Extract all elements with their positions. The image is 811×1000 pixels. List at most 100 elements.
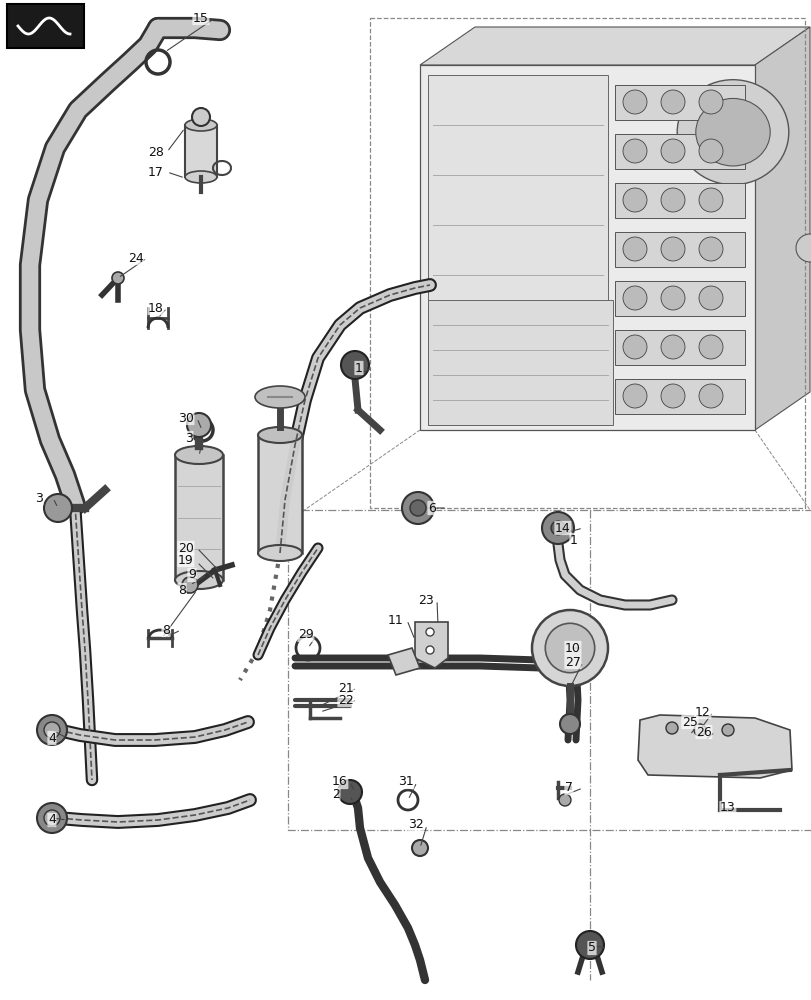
Text: 16: 16 <box>332 775 347 788</box>
Circle shape <box>575 931 603 959</box>
Text: 4: 4 <box>48 732 56 744</box>
Bar <box>614 330 744 365</box>
Ellipse shape <box>175 446 223 464</box>
Circle shape <box>660 237 684 261</box>
Text: 20: 20 <box>178 542 194 554</box>
Bar <box>427 300 612 425</box>
Text: 15: 15 <box>193 12 208 25</box>
Text: 3: 3 <box>185 432 193 444</box>
Circle shape <box>622 90 646 114</box>
Circle shape <box>410 500 426 516</box>
Bar <box>175 455 223 580</box>
Text: 5: 5 <box>587 941 595 954</box>
Circle shape <box>337 780 362 804</box>
Circle shape <box>622 384 646 408</box>
Text: 31: 31 <box>397 775 414 788</box>
Text: 24: 24 <box>128 251 144 264</box>
Text: 10: 10 <box>564 642 580 654</box>
Ellipse shape <box>676 80 787 185</box>
Bar <box>614 85 744 120</box>
Circle shape <box>560 714 579 734</box>
Circle shape <box>660 286 684 310</box>
Ellipse shape <box>795 234 811 262</box>
Circle shape <box>698 90 722 114</box>
Circle shape <box>37 715 67 745</box>
Text: 23: 23 <box>418 593 433 606</box>
Text: 13: 13 <box>719 801 735 814</box>
Circle shape <box>558 794 570 806</box>
Circle shape <box>191 108 210 126</box>
Text: 26: 26 <box>695 726 711 738</box>
Circle shape <box>411 840 427 856</box>
Bar <box>614 134 744 169</box>
Circle shape <box>551 521 564 535</box>
Text: 21: 21 <box>337 682 354 694</box>
Circle shape <box>665 722 677 734</box>
Bar <box>258 435 302 553</box>
Polygon shape <box>754 27 809 430</box>
Circle shape <box>622 335 646 359</box>
Ellipse shape <box>695 98 770 166</box>
Polygon shape <box>419 27 809 65</box>
Polygon shape <box>419 65 754 430</box>
Circle shape <box>698 139 722 163</box>
Circle shape <box>622 139 646 163</box>
Circle shape <box>426 646 433 654</box>
Circle shape <box>698 188 722 212</box>
Text: 14: 14 <box>554 522 570 534</box>
Circle shape <box>721 724 733 736</box>
Bar <box>614 183 744 218</box>
Circle shape <box>187 413 211 437</box>
Text: 27: 27 <box>564 656 580 668</box>
Text: 17: 17 <box>148 166 164 179</box>
Text: 4: 4 <box>48 813 56 826</box>
Text: 8: 8 <box>178 584 186 596</box>
Ellipse shape <box>185 171 217 183</box>
Circle shape <box>44 722 60 738</box>
Text: 11: 11 <box>388 613 403 626</box>
Text: 19: 19 <box>178 554 194 566</box>
Text: 28: 28 <box>148 146 164 159</box>
Text: 8: 8 <box>162 624 169 637</box>
Ellipse shape <box>258 545 302 561</box>
Circle shape <box>182 577 198 593</box>
Circle shape <box>698 286 722 310</box>
Circle shape <box>44 810 60 826</box>
Polygon shape <box>414 622 448 668</box>
Circle shape <box>698 237 722 261</box>
Text: 32: 32 <box>407 818 423 831</box>
Bar <box>185 125 217 177</box>
Text: 29: 29 <box>298 629 313 642</box>
Circle shape <box>660 139 684 163</box>
Text: 1: 1 <box>354 361 363 374</box>
Circle shape <box>698 335 722 359</box>
Circle shape <box>622 286 646 310</box>
Ellipse shape <box>175 571 223 589</box>
Text: 3: 3 <box>35 491 43 504</box>
Ellipse shape <box>185 119 217 131</box>
Circle shape <box>698 384 722 408</box>
Polygon shape <box>388 648 419 675</box>
Text: 25: 25 <box>681 716 697 728</box>
Text: 9: 9 <box>188 568 195 582</box>
Circle shape <box>37 803 67 833</box>
Ellipse shape <box>255 386 305 408</box>
Bar <box>614 379 744 414</box>
Text: 1: 1 <box>569 534 577 546</box>
Bar <box>614 281 744 316</box>
Circle shape <box>660 188 684 212</box>
Text: 30: 30 <box>178 412 194 424</box>
Text: 6: 6 <box>427 502 436 514</box>
Bar <box>614 232 744 267</box>
Text: 7: 7 <box>564 781 573 794</box>
Circle shape <box>545 623 594 673</box>
Circle shape <box>341 351 368 379</box>
Circle shape <box>622 237 646 261</box>
Bar <box>427 75 607 425</box>
Circle shape <box>660 384 684 408</box>
Circle shape <box>693 724 705 736</box>
Text: 22: 22 <box>337 694 354 706</box>
Ellipse shape <box>258 427 302 443</box>
Circle shape <box>622 188 646 212</box>
Text: 2: 2 <box>332 788 340 801</box>
